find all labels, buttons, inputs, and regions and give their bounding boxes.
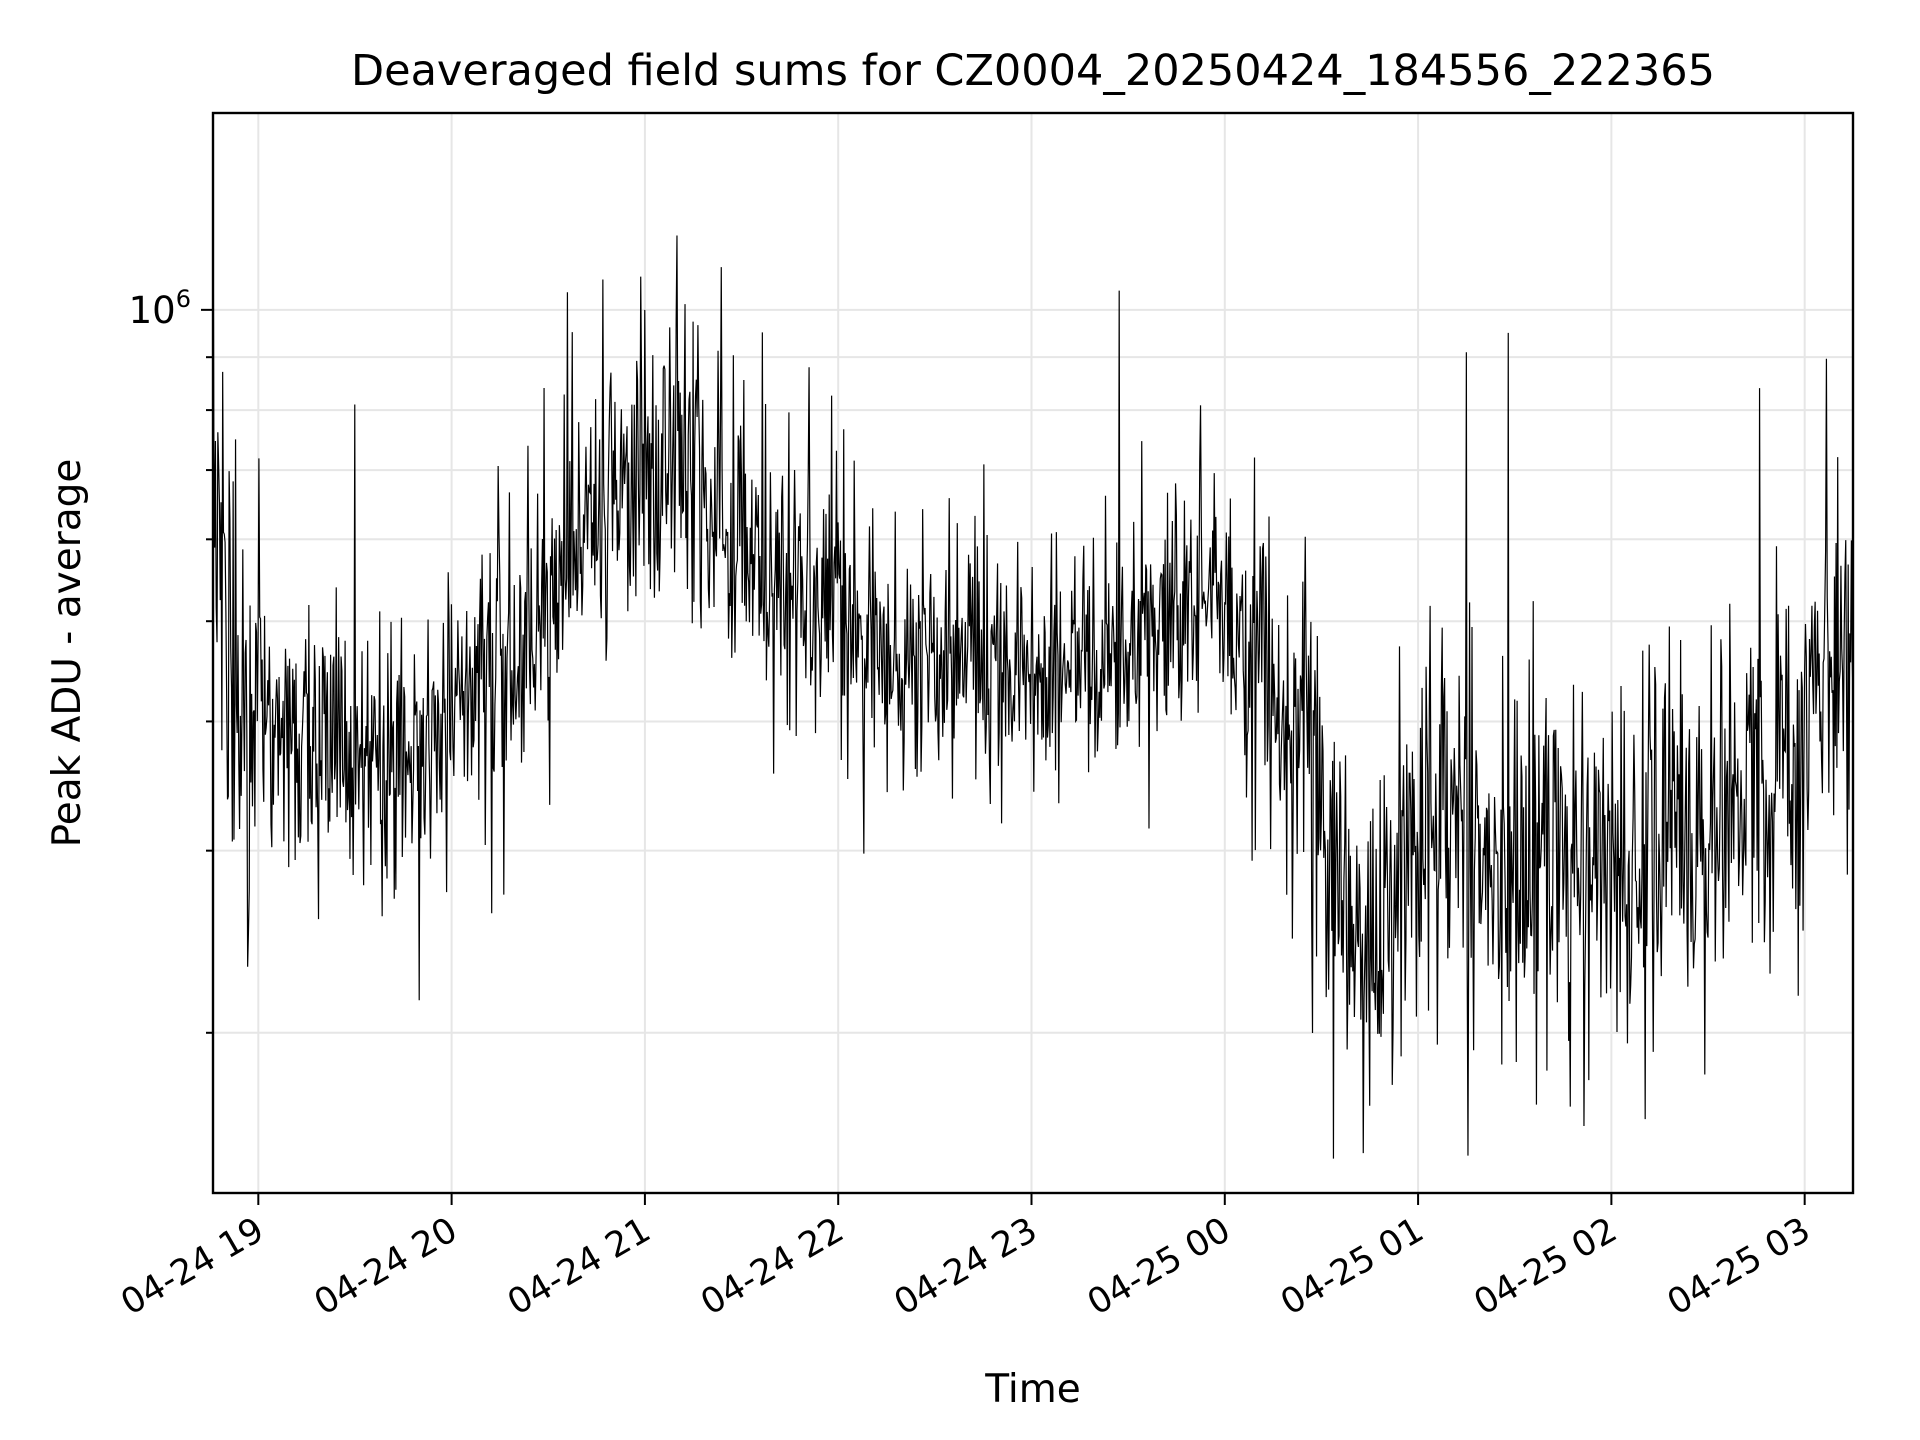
- y-tick-exponent: 6: [176, 285, 191, 313]
- series: [212, 152, 1854, 1159]
- chart-title: Deaveraged field sums for CZ0004_2025042…: [351, 46, 1715, 96]
- y-axis-label: Peak ADU - average: [45, 459, 90, 848]
- plot-frame: [211, 111, 1855, 1195]
- y-tick-label: 106: [129, 285, 191, 332]
- series-line: [212, 152, 1854, 1159]
- x-axis-label: Time: [984, 1367, 1080, 1412]
- y-tick-base: 10: [129, 289, 176, 332]
- grid: [213, 113, 1853, 1193]
- y-ticks: 106: [129, 285, 213, 1034]
